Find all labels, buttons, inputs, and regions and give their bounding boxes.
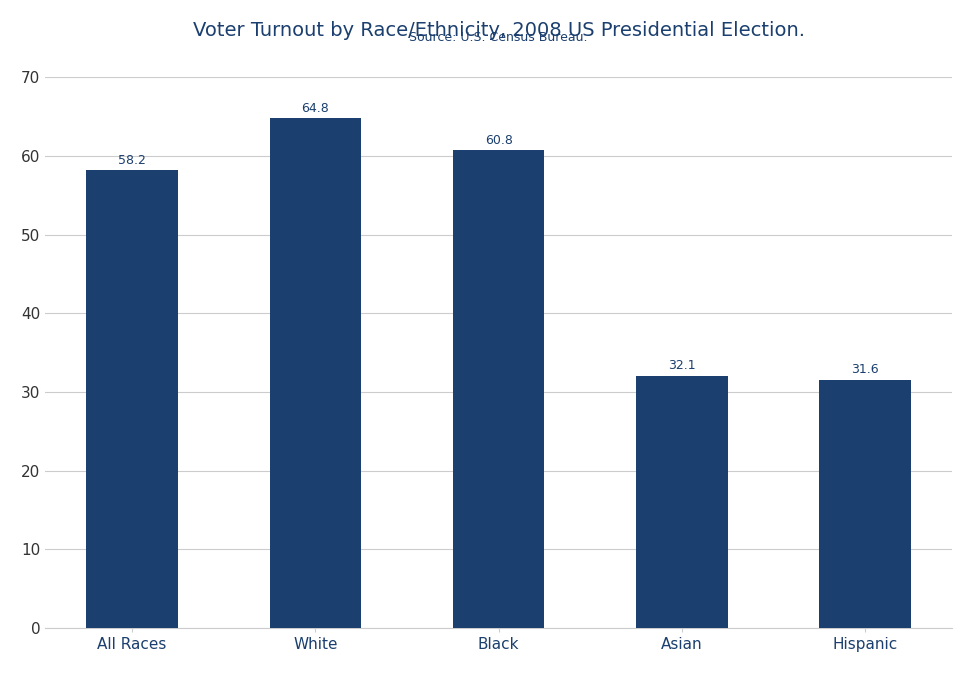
Text: 32.1: 32.1 — [668, 359, 696, 372]
Title: Voter Turnout by Race/Ethnicity, 2008 US Presidential Election.: Voter Turnout by Race/Ethnicity, 2008 US… — [193, 21, 805, 40]
Bar — [636, 376, 728, 628]
Bar — [819, 380, 911, 628]
Bar — [270, 118, 361, 628]
Text: 64.8: 64.8 — [302, 102, 329, 115]
Bar — [87, 170, 178, 628]
Text: 31.6: 31.6 — [851, 363, 879, 376]
Text: Source: U.S. Census Bureau.: Source: U.S. Census Bureau. — [410, 32, 588, 44]
Bar — [452, 150, 545, 628]
Text: 58.2: 58.2 — [118, 154, 146, 167]
Text: 60.8: 60.8 — [485, 134, 513, 147]
